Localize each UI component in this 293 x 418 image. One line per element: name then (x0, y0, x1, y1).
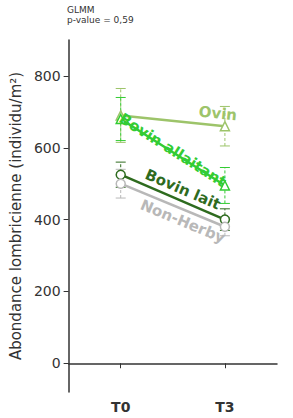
svg-text:Bovin allaitant: Bovin allaitant (116, 109, 230, 191)
svg-text:T3: T3 (215, 399, 234, 415)
svg-text:600: 600 (34, 140, 61, 156)
svg-text:T0: T0 (111, 399, 131, 415)
svg-text:800: 800 (34, 68, 61, 84)
svg-text:p-value = 0,59: p-value = 0,59 (67, 15, 134, 25)
svg-text:Non-Herby: Non-Herby (138, 196, 229, 247)
svg-text:400: 400 (34, 212, 61, 228)
svg-text:200: 200 (34, 283, 61, 299)
svg-text:Ovin: Ovin (198, 103, 238, 125)
svg-text:0: 0 (52, 355, 61, 371)
svg-text:Bovin lait: Bovin lait (142, 165, 224, 214)
svg-text:GLMM: GLMM (67, 5, 95, 15)
svg-text:Abondance lombricienne (indivi: Abondance lombricienne (individu/m²) (7, 72, 25, 360)
